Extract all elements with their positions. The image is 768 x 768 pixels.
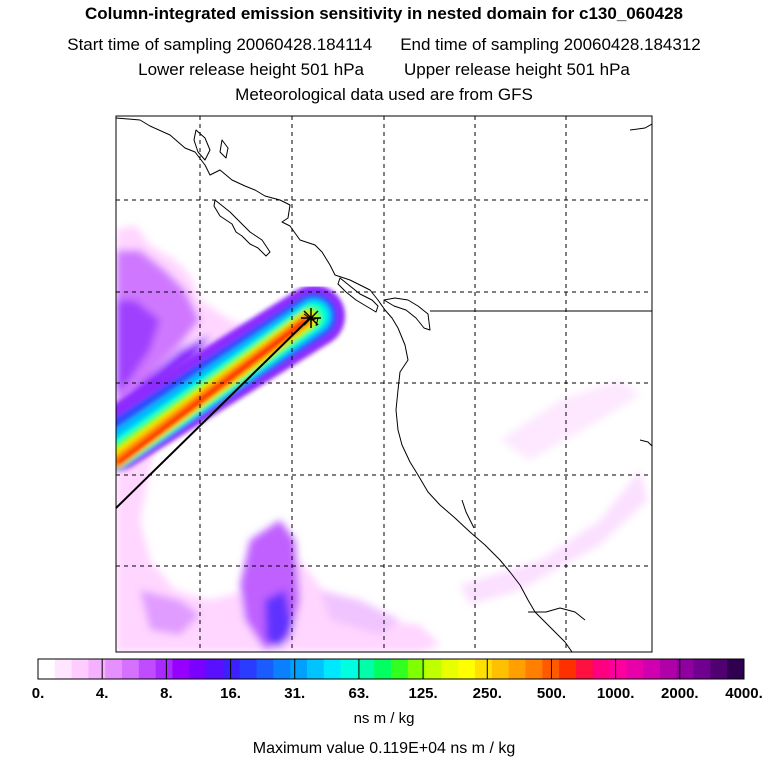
colorbar-cell: [710, 659, 728, 679]
map-title: Column-integrated emission sensitivity i…: [84, 4, 684, 23]
colorbar-cell: [458, 659, 476, 679]
colorbar-cell: [222, 659, 241, 679]
colorbar-tick-label: 2000.: [661, 685, 699, 702]
colorbar-cell: [54, 659, 73, 679]
colorbar-cell: [693, 659, 711, 679]
sampling-times: Start time of sampling 20060428.184114 En…: [0, 35, 768, 55]
colorbar-cell: [71, 659, 89, 679]
colorbar-tick-label: 125.: [408, 685, 438, 702]
colorbar-tick-label: 1000.: [596, 685, 635, 702]
colorbar-cell: [239, 659, 258, 679]
colorbar-tick-label: 0.: [31, 685, 45, 702]
colorbar-cell: [525, 659, 543, 679]
colorbar-cell: [508, 659, 526, 679]
colorbar-cell: [424, 659, 442, 679]
colorbar-cell: [38, 659, 56, 679]
colorbar-cell: [273, 659, 291, 679]
maximum-value-label: Maximum value 0.119E+04 ns m / kg: [252, 740, 516, 757]
colorbar-cell: [357, 659, 375, 679]
colorbar-cell: [155, 659, 173, 679]
colorbar-cell: [491, 659, 510, 679]
colorbar-cell: [138, 659, 157, 679]
colorbar-cell: [306, 659, 325, 679]
colorbar-cell: [659, 659, 678, 679]
colorbar-cell: [88, 659, 106, 679]
lat-lon-grid: [116, 116, 652, 652]
colorbar-cell: [626, 659, 644, 679]
colorbar-cell: [105, 659, 123, 679]
colorbar-cell: [391, 659, 409, 679]
colorbar-cell: [475, 659, 493, 679]
lower-release-label: Lower release height 501 hPa: [138, 60, 364, 79]
colorbar-cell: [340, 659, 358, 679]
met-source-label: Meteorological data used are from GFS: [235, 85, 533, 104]
colorbar-cell: [575, 659, 594, 679]
colorbar-cell: [441, 659, 459, 679]
colorbar-tick-label: 63.: [348, 685, 370, 702]
upper-release-label: Upper release height 501 hPa: [404, 60, 630, 79]
colorbar-cell: [643, 659, 661, 679]
colorbar-cell: [374, 659, 392, 679]
colorbar-cell: [727, 659, 745, 679]
colorbar-cell: [676, 659, 695, 679]
colorbar-tick-label: 8.: [160, 685, 173, 702]
start-time-label: Start time of sampling 20060428.184114: [67, 35, 373, 54]
colorbar-cell: [290, 659, 308, 679]
colorbar-cell: [542, 659, 560, 679]
colorbar-cell: [323, 659, 342, 679]
colorbar-tick-label: 16.: [220, 685, 241, 702]
colorbar-tick-label: 4000.: [725, 685, 763, 702]
colorbar-cell: [559, 659, 577, 679]
end-time-label: End time of sampling 20060428.184312: [400, 35, 701, 54]
flight-track: [116, 317, 311, 509]
colorbar-tick-label: 4.: [95, 685, 109, 702]
colorbar-cell: [122, 659, 140, 679]
colorbar-cell: [206, 659, 224, 679]
colorbar-cell: [189, 659, 207, 679]
release-point-marker: [301, 308, 321, 328]
colorbar-cell: [609, 659, 627, 679]
colorbar-tick-label: 500.: [536, 685, 567, 702]
colorbar-cell: [592, 659, 611, 679]
colorbar-cell: [172, 659, 190, 679]
colorbar-units: ns m / kg: [353, 710, 415, 727]
sensitivity-field: [116, 225, 648, 652]
colorbar-tick-label: 31.: [284, 685, 306, 702]
colorbar-tick-label: 250.: [472, 685, 502, 702]
colorbar-cell: [256, 659, 274, 679]
release-heights: Lower release height 501 hPa Upper releas…: [0, 60, 768, 80]
colorbar-cell: [407, 659, 426, 679]
coastline: [116, 117, 652, 652]
